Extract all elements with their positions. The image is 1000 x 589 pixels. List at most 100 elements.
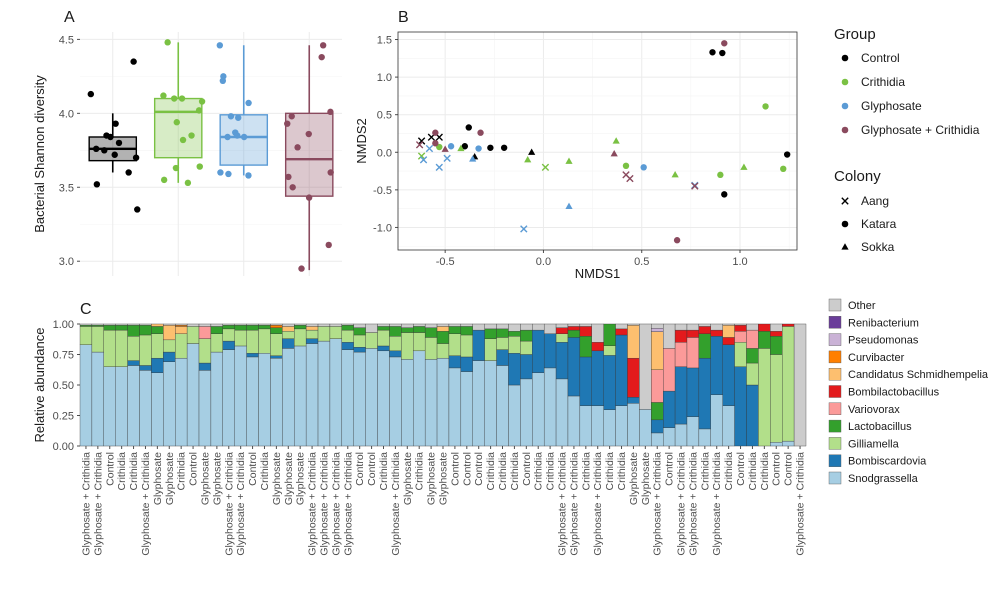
panel-c-tick-label-x: Control — [783, 452, 795, 486]
scatter-point-circle — [461, 143, 469, 150]
stacked-bar-segment — [591, 405, 604, 447]
box-jitter-point — [115, 139, 123, 147]
legend-genus-swatch — [828, 402, 842, 415]
stacked-bar-segment — [341, 342, 354, 350]
legend-genus-label: Curvibacter — [848, 352, 905, 364]
stacked-bar-segment — [508, 336, 521, 354]
stacked-bar-segment — [651, 328, 664, 332]
stacked-bar-segment — [567, 329, 581, 338]
stacked-bar-segment — [413, 326, 426, 333]
stacked-bar-segment — [555, 378, 569, 447]
stacked-bar-segment — [627, 397, 640, 404]
panel-b-tick-label-y: -1.0 — [373, 222, 392, 234]
stacked-bar-segment — [722, 405, 735, 447]
stacked-bar-segment — [663, 390, 676, 428]
panel-c-tick-label-x: Control — [521, 452, 533, 486]
stacked-bar-segment — [579, 326, 592, 337]
scatter-point-circle — [717, 171, 724, 179]
stacked-bar-segment — [127, 360, 140, 366]
stacked-bar-segment — [163, 325, 176, 341]
stacked-bar-segment — [484, 338, 497, 361]
stacked-bar-segment — [448, 333, 462, 356]
legend-colony-label: Katara — [861, 217, 897, 231]
panel-c-tick-label-x: Glyphosate + Crithidia — [307, 452, 319, 556]
legend-genus-swatch — [828, 350, 842, 364]
stacked-bar-segment — [186, 323, 200, 327]
box-jitter-point — [284, 120, 291, 127]
stacked-bar-segment — [401, 359, 414, 447]
stacked-bar-segment — [508, 323, 521, 332]
box-jitter-point — [173, 119, 180, 126]
stacked-bar-segment — [305, 338, 319, 344]
stacked-bar-segment — [163, 351, 176, 362]
stacked-bar-segment — [198, 323, 212, 327]
stacked-bar-segment — [270, 327, 283, 334]
stacked-bar-segment — [508, 331, 521, 337]
panel-a-tick-label-y: 4.0 — [59, 108, 74, 120]
stacked-bar-segment — [175, 325, 188, 327]
stacked-bar-segment — [175, 323, 188, 326]
stacked-bar-segment — [413, 323, 426, 327]
legend-genus-label: Renibacterium — [848, 317, 919, 329]
scatter-point-circle — [783, 151, 791, 158]
stacked-bar-segment — [591, 323, 604, 343]
box-jitter-point — [112, 120, 119, 127]
stacked-bar-segment — [532, 329, 545, 373]
stacked-bar-segment — [115, 329, 128, 367]
scatter-point-triangle — [469, 155, 477, 162]
stacked-bar-segment — [782, 440, 795, 447]
scatter-point-circle — [500, 144, 508, 151]
scatter-point-circle — [762, 103, 769, 110]
stacked-bar-segment — [603, 409, 616, 447]
panel-c-tick-label-x: Glyphosate + Crithidia — [318, 452, 330, 556]
legend-genus-swatch — [828, 454, 842, 467]
box-jitter-point — [178, 95, 186, 102]
stacked-bar-segment — [222, 328, 235, 342]
panel-c-tick-label-x: Crithidia — [259, 452, 271, 491]
legend-genus-swatch — [828, 437, 842, 450]
panel-c-tick-label-x: Crithidia — [509, 452, 521, 491]
box-jitter-point — [289, 184, 296, 191]
scatter-point-triangle — [565, 202, 573, 209]
panel-c-tick-label-x: Control — [735, 452, 747, 486]
panel-c-tick-label-x: Glyphosate — [199, 452, 211, 505]
stacked-bar-segment — [579, 323, 592, 327]
stacked-bar-segment — [567, 337, 581, 397]
stacked-bar-segment — [424, 337, 438, 360]
box-jitter-point — [327, 108, 334, 116]
panel-c-tick-label-x: Glyphosate + Crithidia — [342, 452, 354, 556]
stacked-bar-segment — [258, 328, 271, 354]
stacked-bar-segment — [424, 327, 438, 338]
stacked-bar-segment — [674, 329, 688, 343]
panel-c-tick-label-x: Crithidia — [533, 452, 545, 491]
stacked-bar-segment — [389, 336, 402, 352]
stacked-bar-segment — [603, 323, 616, 346]
stacked-bar-segment — [91, 323, 104, 326]
stacked-bar-segment — [698, 428, 711, 447]
panel-b-tick-label-x: 0.5 — [634, 256, 649, 268]
panel-c-tick-label-x: Glyphosate — [402, 452, 414, 505]
panel-c-tick-label-x: Glyphosate — [211, 452, 223, 505]
panel-c-tick-label-x: Glyphosate + Crithidia — [330, 452, 342, 556]
box-jitter-point — [160, 176, 168, 184]
stacked-bar-segment — [139, 334, 152, 366]
stacked-bar-segment — [305, 326, 319, 331]
box-jitter-point — [170, 95, 178, 102]
stacked-bar-segment — [294, 345, 307, 447]
stacked-bar-segment — [270, 323, 283, 326]
panel-a-y-axis-label: Bacterial Shannon diversity — [32, 75, 47, 233]
panel-b-tick-label-y: 1.0 — [377, 72, 392, 84]
stacked-bar-segment — [555, 333, 569, 343]
stacked-bar-segment — [591, 350, 604, 406]
stacked-bar-segment — [413, 332, 426, 352]
legend-genus-label: Other — [848, 300, 876, 312]
box-jitter-point — [172, 164, 180, 172]
stacked-bar-segment — [436, 331, 450, 344]
stacked-bar-segment — [496, 337, 509, 350]
legend-genus-label: Snodgrassella — [848, 473, 919, 485]
stacked-bar-segment — [543, 333, 557, 369]
stacked-bar-segment — [282, 331, 295, 339]
scatter-point-cross — [626, 174, 634, 183]
stacked-bar-segment — [686, 367, 700, 417]
stacked-bar-segment — [579, 336, 592, 358]
